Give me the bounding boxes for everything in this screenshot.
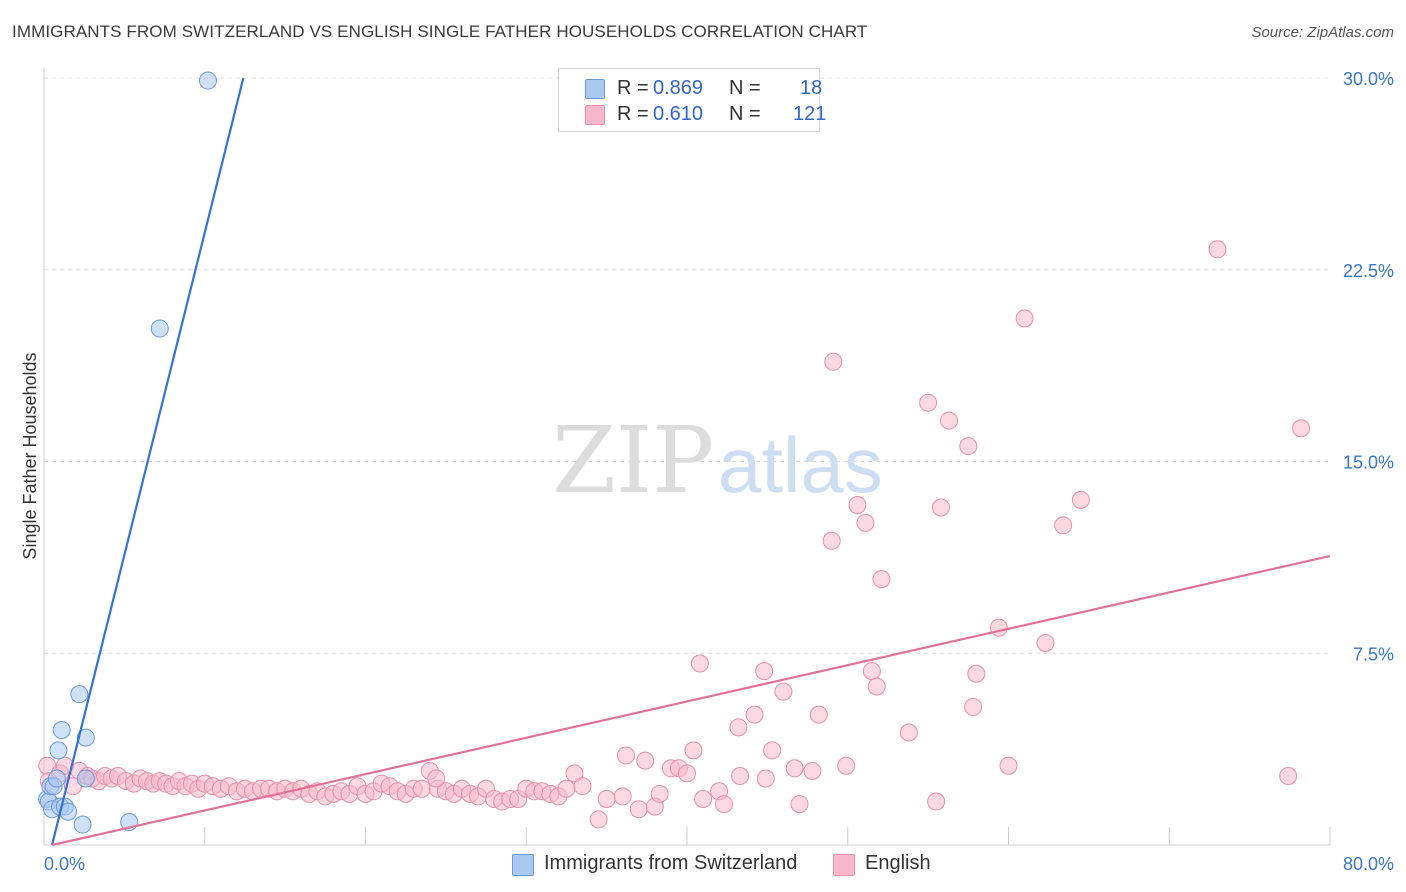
data-point-english xyxy=(837,756,856,775)
data-point-english xyxy=(790,795,809,814)
data-point-switzerland xyxy=(49,741,68,760)
data-point-switzerland xyxy=(150,319,169,338)
legend-swatch-switzerland xyxy=(585,79,605,99)
data-point-english xyxy=(989,618,1008,637)
data-point-english xyxy=(824,352,843,371)
y-tick-label: 7.5% xyxy=(1353,644,1394,664)
data-point-switzerland xyxy=(47,769,66,788)
series-legend: Immigrants from Switzerland English xyxy=(0,852,1406,878)
legend-r-label: R = xyxy=(617,77,649,99)
data-point-english xyxy=(690,654,709,673)
data-point-english xyxy=(848,495,867,514)
data-point-english xyxy=(967,664,986,683)
data-point-english xyxy=(872,570,891,589)
data-point-english xyxy=(931,498,950,517)
data-point-english xyxy=(650,784,669,803)
series-swatch-english xyxy=(833,854,855,876)
data-point-english xyxy=(636,751,655,770)
data-point-english xyxy=(999,756,1018,775)
legend-n-value: 121 xyxy=(793,103,827,125)
data-point-switzerland xyxy=(76,769,95,788)
data-point-english xyxy=(959,437,978,456)
data-point-english xyxy=(557,779,576,798)
data-point-english xyxy=(1015,309,1034,328)
data-point-english xyxy=(856,513,875,532)
legend-r-label: R = xyxy=(617,103,649,125)
chart-source: Source: ZipAtlas.com xyxy=(1251,24,1394,41)
trend-line-english xyxy=(51,555,1331,847)
data-point-english xyxy=(940,411,959,430)
legend-n-label: N = xyxy=(729,77,761,99)
data-point-switzerland xyxy=(52,720,71,739)
x-tick-label: 0.0% xyxy=(44,854,85,874)
data-point-english xyxy=(763,741,782,760)
data-point-english xyxy=(803,761,822,780)
axes xyxy=(43,68,1331,846)
grid xyxy=(44,77,1330,654)
legend-n-label: N = xyxy=(729,103,761,125)
data-point-english xyxy=(589,810,608,829)
data-point-english xyxy=(755,662,774,681)
data-point-english xyxy=(565,764,584,783)
data-point-english xyxy=(899,723,918,742)
data-point-english xyxy=(613,787,632,806)
data-point-english xyxy=(1054,516,1073,535)
data-point-english xyxy=(785,759,804,778)
data-point-english xyxy=(756,769,775,788)
data-point-english xyxy=(745,705,764,724)
y-tick-label: 30.0% xyxy=(1343,69,1394,89)
watermark-zip: ZIP xyxy=(552,407,714,514)
watermark-atlas: atlas xyxy=(718,421,883,509)
data-point-english xyxy=(731,766,750,785)
data-point-english xyxy=(729,718,748,737)
series-swatch-switzerland xyxy=(512,854,534,876)
chart-title: IMMIGRANTS FROM SWITZERLAND VS ENGLISH S… xyxy=(12,22,868,41)
legend-r-value: 0.869 xyxy=(653,77,704,99)
x-tick-label: 80.0% xyxy=(1343,854,1394,874)
series-label-english: English xyxy=(865,852,931,874)
data-point-english xyxy=(1279,766,1298,785)
data-point-switzerland xyxy=(70,685,89,704)
data-points xyxy=(38,71,1311,834)
data-point-english xyxy=(822,531,841,550)
data-point-english xyxy=(573,777,592,796)
data-point-english xyxy=(1292,419,1311,438)
data-point-english xyxy=(1071,490,1090,509)
data-point-english xyxy=(412,779,431,798)
data-point-english xyxy=(867,677,886,696)
data-point-english xyxy=(1036,634,1055,653)
data-point-english xyxy=(427,769,446,788)
data-point-english xyxy=(919,393,938,412)
data-point-english xyxy=(629,800,648,819)
data-point-english xyxy=(597,789,616,808)
trend-line-switzerland xyxy=(50,77,245,846)
legend-n-value: 18 xyxy=(800,77,823,99)
data-point-english xyxy=(809,705,828,724)
series-label-switzerland: Immigrants from Switzerland xyxy=(544,852,798,874)
y-axis-label: Single Father Households xyxy=(20,352,40,559)
data-point-switzerland xyxy=(198,71,217,90)
data-point-english xyxy=(964,697,983,716)
data-point-english xyxy=(694,789,713,808)
data-point-switzerland xyxy=(76,728,95,747)
stats-legend: R = 0.869 N = 18 R = 0.610 N = 121 xyxy=(558,68,826,132)
data-point-english xyxy=(616,746,635,765)
y-tick-label: 15.0% xyxy=(1343,453,1394,473)
tick-labels: 7.5% 15.0% 22.5% 30.0% 0.0% 80.0% xyxy=(44,69,1394,874)
data-point-english xyxy=(927,792,946,811)
data-point-english xyxy=(1208,240,1227,259)
data-point-english xyxy=(678,764,696,783)
watermark: ZIP atlas xyxy=(552,407,883,514)
legend-r-value: 0.610 xyxy=(653,103,704,125)
data-point-english xyxy=(714,795,733,814)
data-point-switzerland xyxy=(73,815,92,834)
data-point-english xyxy=(862,662,881,681)
y-tick-label: 22.5% xyxy=(1343,261,1394,281)
data-point-english xyxy=(684,741,703,760)
trend-lines xyxy=(50,77,1331,847)
legend-swatch-english xyxy=(585,105,605,125)
data-point-english xyxy=(774,682,793,701)
